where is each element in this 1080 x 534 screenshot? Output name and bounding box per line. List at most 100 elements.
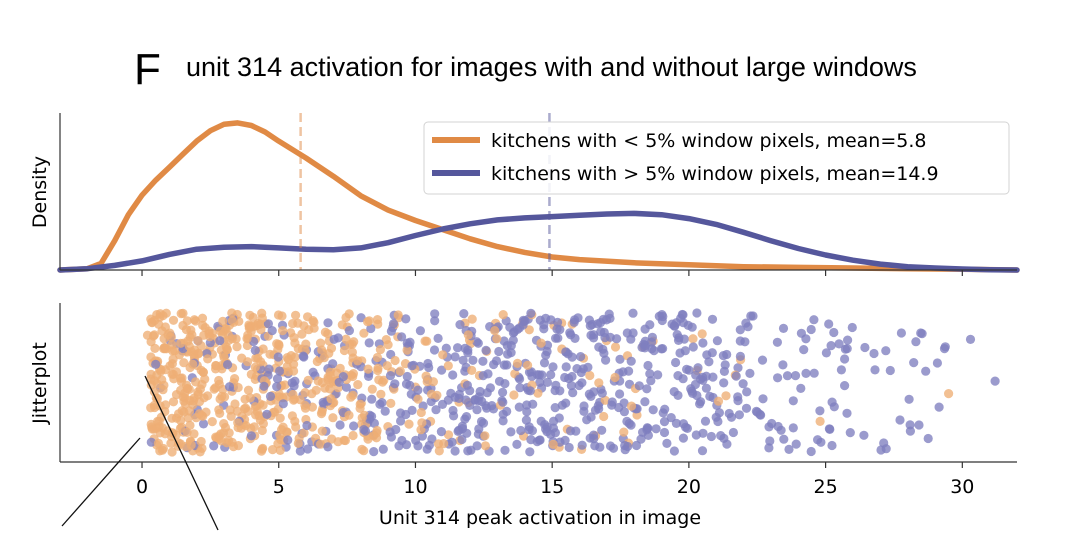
- dot-low: [626, 401, 637, 411]
- dot-high: [502, 360, 512, 370]
- dot-high: [827, 397, 837, 407]
- dot-low: [198, 367, 208, 377]
- dot-high: [735, 336, 745, 346]
- dot-high: [565, 426, 576, 436]
- dot-high: [522, 400, 532, 410]
- dot-high: [290, 376, 300, 386]
- dot-low: [289, 395, 299, 405]
- dot-low: [217, 391, 227, 401]
- dot-low: [197, 313, 208, 323]
- dot-high: [648, 405, 658, 415]
- dot-high: [364, 338, 374, 348]
- dot-high: [405, 337, 415, 347]
- dot-high: [700, 416, 711, 426]
- dot-high: [568, 388, 578, 398]
- dot-low: [815, 416, 825, 426]
- dot-high: [707, 348, 717, 358]
- dot-high: [564, 442, 574, 453]
- dot-low: [357, 444, 367, 454]
- dot-high: [722, 439, 732, 449]
- dot-high: [840, 381, 850, 391]
- dot-high: [459, 309, 469, 319]
- dot-high: [422, 444, 432, 454]
- dot-high: [367, 394, 377, 404]
- dot-high: [448, 370, 458, 380]
- dot-high: [859, 430, 869, 440]
- dot-high: [824, 424, 835, 434]
- dot-high: [449, 411, 459, 421]
- dot-low: [402, 345, 412, 355]
- dot-high: [335, 420, 345, 430]
- dot-low: [346, 370, 356, 380]
- dot-low: [291, 310, 301, 320]
- dot-high: [450, 352, 460, 362]
- dot-low: [467, 314, 477, 324]
- dot-high: [696, 374, 706, 384]
- dot-high: [461, 412, 472, 422]
- dot-high: [678, 310, 688, 320]
- dot-high: [401, 314, 411, 324]
- dot-high: [250, 345, 260, 355]
- dot-high: [380, 406, 390, 416]
- dot-high: [869, 348, 879, 359]
- dot-low: [443, 361, 453, 371]
- dot-low: [372, 425, 382, 436]
- dot-high: [914, 420, 924, 430]
- dot-high: [295, 446, 305, 456]
- dot-low: [232, 342, 242, 352]
- dot-low: [420, 336, 430, 346]
- dot-low: [214, 379, 224, 389]
- dot-high: [809, 368, 819, 378]
- dot-low: [353, 356, 363, 366]
- dot-low: [293, 318, 303, 328]
- dot-low: [252, 406, 262, 417]
- dot-high: [329, 334, 339, 344]
- dot-low: [367, 384, 377, 394]
- dot-high: [746, 311, 756, 321]
- dot-high: [323, 318, 333, 328]
- dot-high: [671, 357, 681, 368]
- dot-high: [503, 349, 513, 359]
- dot-high: [896, 328, 907, 338]
- dot-low: [395, 366, 405, 376]
- dot-low: [373, 365, 383, 376]
- dot-low: [311, 385, 321, 395]
- dot-high: [734, 410, 745, 420]
- dot-high: [681, 422, 691, 432]
- dot-low: [232, 406, 242, 416]
- dot-high: [462, 428, 472, 438]
- density-curve-1: [57, 210, 1020, 273]
- dot-high: [406, 389, 416, 399]
- dot-high: [829, 327, 839, 338]
- dot-high: [719, 366, 730, 376]
- dot-low: [480, 441, 490, 451]
- legend-box: [423, 121, 1010, 195]
- dot-high: [599, 348, 609, 358]
- dot-low: [359, 328, 369, 338]
- dot-high: [283, 435, 293, 445]
- dot-low: [413, 394, 423, 404]
- dot-high: [847, 322, 857, 333]
- dot-low: [386, 398, 396, 408]
- dot-high: [809, 315, 819, 325]
- dot-low: [480, 431, 490, 441]
- dot-low: [152, 423, 162, 433]
- dot-high: [758, 394, 768, 404]
- dot-high: [624, 418, 634, 429]
- dot-high: [453, 343, 463, 353]
- dot-high: [411, 435, 421, 445]
- dot-high: [516, 425, 526, 436]
- legend-label-low: kitchens with < 5% window pixels, mean=5…: [491, 130, 926, 152]
- dot-high: [612, 334, 622, 344]
- dot-high: [834, 339, 844, 349]
- dot-low: [150, 343, 160, 353]
- dot-high: [923, 433, 933, 444]
- dot-low: [490, 326, 500, 336]
- dot-high: [826, 341, 836, 351]
- dot-high: [401, 379, 412, 389]
- dot-high: [569, 317, 579, 327]
- dot-low: [193, 336, 203, 346]
- dot-low: [175, 373, 186, 383]
- dot-low: [243, 406, 253, 416]
- dot-high: [742, 387, 752, 397]
